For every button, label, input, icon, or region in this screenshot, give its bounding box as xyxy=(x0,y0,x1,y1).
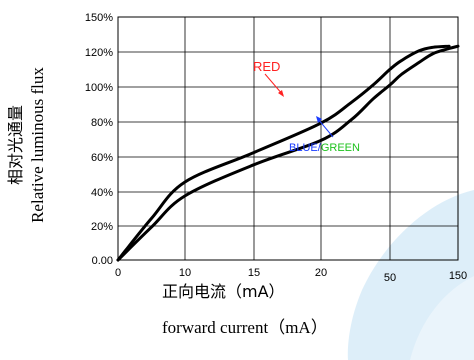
y-tick-labels: 0.00 20% 40% 60% 80% 100% 120% 150% xyxy=(85,12,113,267)
x-tick-label: 0 xyxy=(115,267,121,279)
y-tick-label: 0.00 xyxy=(92,255,113,267)
y-tick-label: 20% xyxy=(91,221,113,233)
x-axis-label-cn: 正向电流（mA） xyxy=(162,282,285,301)
y-tick-label: 100% xyxy=(85,82,113,94)
x-tick-label: 50 xyxy=(384,272,396,284)
plot-border xyxy=(117,16,459,261)
y-tick-label: 40% xyxy=(91,187,113,199)
watermark-highlight xyxy=(410,276,474,360)
blue-arrow-head xyxy=(316,116,322,123)
series-line-red xyxy=(116,44,451,262)
annotations: RED BLUE/GREEN xyxy=(253,59,360,154)
x-tick-label: 10 xyxy=(179,267,191,279)
plot-frame xyxy=(117,16,459,261)
series-line-blue-green xyxy=(116,44,460,262)
x-axis-label-en: forward current（mA） xyxy=(162,318,328,337)
blue-label-arrow xyxy=(317,118,334,138)
watermark-logo xyxy=(347,190,474,360)
y-tick-label: 120% xyxy=(85,47,113,59)
blue-green-series-label: BLUE/GREEN xyxy=(289,142,360,154)
green-label: GREEN xyxy=(321,142,360,154)
series-lines xyxy=(116,44,460,262)
x-tick-labels: 0 10 15 20 50 150 xyxy=(115,267,467,284)
y-axis-label: 相对光通量 Relative luminous flux xyxy=(4,20,50,270)
x-tick-label: 15 xyxy=(248,267,260,279)
y-tick-label: 80% xyxy=(91,117,113,129)
y-tick-label: 60% xyxy=(91,152,113,164)
y-axis-label-cn: 相对光通量 xyxy=(8,104,25,186)
x-tick-label: 20 xyxy=(315,267,327,279)
y-tick-label: 150% xyxy=(85,12,113,24)
x-tick-label: 150 xyxy=(449,270,467,282)
y-axis-label-en: Relative luminous flux xyxy=(28,67,47,223)
blue-label: BLUE xyxy=(289,142,318,154)
slash-label: / xyxy=(318,142,322,154)
red-arrow-head xyxy=(278,90,284,97)
red-series-label: RED xyxy=(253,59,280,74)
